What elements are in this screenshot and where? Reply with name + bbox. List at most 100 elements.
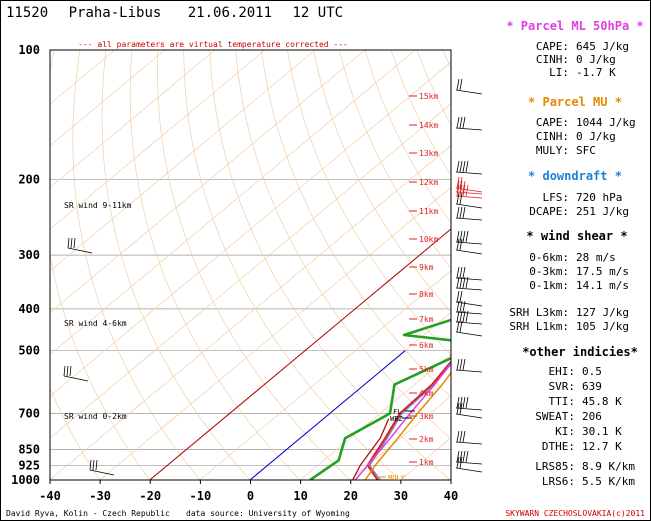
index-label: 0-1km: [529, 279, 569, 292]
pressure-tick-label: 850 [18, 443, 40, 457]
index-row: LRS85: 8.9 K/km [535, 460, 635, 473]
sr-wind-barb [67, 237, 93, 254]
pressure-tick-label: 1000 [11, 473, 40, 487]
series-downdraft [352, 418, 390, 480]
index-row: KI: 30.1 K [555, 425, 622, 438]
wind-barb [455, 396, 483, 411]
isotherm-line [50, 61, 451, 397]
height-tick-label: 2km [419, 435, 434, 444]
series-parcel-mu [364, 371, 451, 480]
index-value: 127 J/kg [576, 306, 629, 319]
index-label: DTHE: [542, 440, 575, 453]
index-row: CAPE: 1044 J/kg [536, 116, 636, 129]
dry-adiabat [50, 387, 100, 480]
height-tick-label: 15km [419, 92, 438, 101]
index-row: MULY: SFC [536, 144, 596, 157]
wind-barb [455, 300, 483, 315]
wind-shear-rows: 0-6km: 28 m/s 0-3km: 17.5 m/s 0-1km: 14.1 m/s… [509, 251, 629, 333]
svg-text:11520 Praha-Libus 21.0: 11520 Praha-Libus 21.06.2011 12 UTC [6, 5, 343, 21]
isotherm-line [349, 395, 451, 480]
index-value: 45.8 K [582, 395, 622, 408]
index-value: 639 [582, 380, 602, 393]
pressure-tick-label: 700 [18, 406, 40, 420]
station-id: 11520 [6, 5, 48, 21]
height-tick-label: 3km [419, 412, 434, 421]
index-row: 0-1km: 14.1 m/s [529, 279, 629, 292]
index-label: DCAPE: [529, 205, 569, 218]
temperature-tick-label: -20 [139, 489, 161, 503]
isotherm-line [299, 353, 451, 480]
dry-adiabat [157, 50, 351, 480]
other-indices-rows: EHI: 0.5 SVR: 639 TTI: 45.8 K SWEAT: 206 KI: 30.1… [535, 365, 635, 488]
wind-barb [455, 450, 483, 465]
dry-adiabat [338, 50, 451, 269]
dry-adiabat [183, 50, 401, 480]
index-row: CAPE: 645 J/kg [536, 40, 629, 53]
index-row: LFS: 720 hPa [543, 191, 623, 204]
series-virtual-temperature [369, 363, 451, 480]
pressure-tick-label: 400 [18, 302, 40, 316]
level-label: MULY [388, 474, 406, 482]
series-parcel-ml-50hpa [354, 361, 451, 480]
wind-barb [455, 402, 483, 419]
wind-barb [455, 116, 483, 131]
downdraft-rows: LFS: 720 hPa DCAPE: 251 J/kg [529, 191, 629, 218]
isotherm-line [199, 270, 451, 480]
temperature-tick-label: -30 [89, 489, 111, 503]
index-label: SWEAT: [535, 410, 575, 423]
index-value: 12.7 K [582, 440, 622, 453]
index-label: LFS: [543, 191, 570, 204]
pressure-tick-label: 200 [18, 172, 40, 186]
virtual-correction-note: --- all parameters are virtual temperatu… [78, 40, 348, 49]
temperature-tick-label: -10 [190, 489, 212, 503]
temperature-tick-label: 40 [444, 489, 458, 503]
dry-adiabat [129, 50, 301, 480]
index-row: CINH: 0 J/kg [536, 53, 616, 66]
index-row: LI: -1.7 K [549, 66, 616, 79]
sr-wind-label: SR wind 9-11km [64, 201, 132, 210]
wind-barb [455, 230, 483, 245]
sr-wind-barb [89, 459, 115, 476]
pressure-tick-label: 100 [18, 43, 40, 57]
height-tick-label: 5km [419, 365, 434, 374]
height-tick-label: 6km [419, 341, 434, 350]
profile-lines [309, 318, 451, 480]
isotherm-line [50, 50, 416, 355]
dry-adiabat [50, 50, 151, 480]
index-value: 28 m/s [576, 251, 616, 264]
isotherm-line [50, 50, 316, 272]
temperature-tick-label: 0 [247, 489, 254, 503]
index-label: TTI: [549, 395, 576, 408]
index-value: 30.1 K [582, 425, 622, 438]
pressure-tick-label: 300 [18, 248, 40, 262]
height-tick-label: 10km [419, 235, 438, 244]
index-value: 645 J/kg [576, 40, 629, 53]
dry-adiabat [235, 50, 451, 440]
index-value: 1044 J/kg [576, 116, 636, 129]
wind-barb [455, 160, 483, 175]
highlight-isotherm [249, 350, 406, 480]
wind-barb [455, 78, 483, 95]
dry-adiabat [101, 50, 251, 480]
index-value: SFC [576, 144, 596, 157]
sounding-date: 21.06.2011 [188, 5, 272, 21]
index-row: 0-6km: 28 m/s [529, 251, 616, 264]
sounding-time: 12 UTC [292, 5, 343, 21]
index-value: 17.5 m/s [576, 265, 629, 278]
index-value: 8.9 K/km [582, 460, 635, 473]
index-value: 0.5 [582, 365, 602, 378]
wind-barb [455, 192, 483, 209]
index-row: SRH L3km: 127 J/kg [509, 306, 629, 319]
height-tick-label: 4km [419, 389, 434, 398]
dry-adiabat [209, 50, 451, 480]
isotherm-line [50, 103, 451, 439]
index-row: SVR: 639 [549, 380, 602, 393]
index-label: CINH: [536, 130, 569, 143]
temperature-tick-label: -40 [39, 489, 61, 503]
series-temperature [366, 360, 451, 480]
temperature-tick-label: 30 [394, 489, 408, 503]
highlight-isotherm [149, 228, 451, 480]
parcel-mu-title: * Parcel MU * [528, 95, 622, 109]
